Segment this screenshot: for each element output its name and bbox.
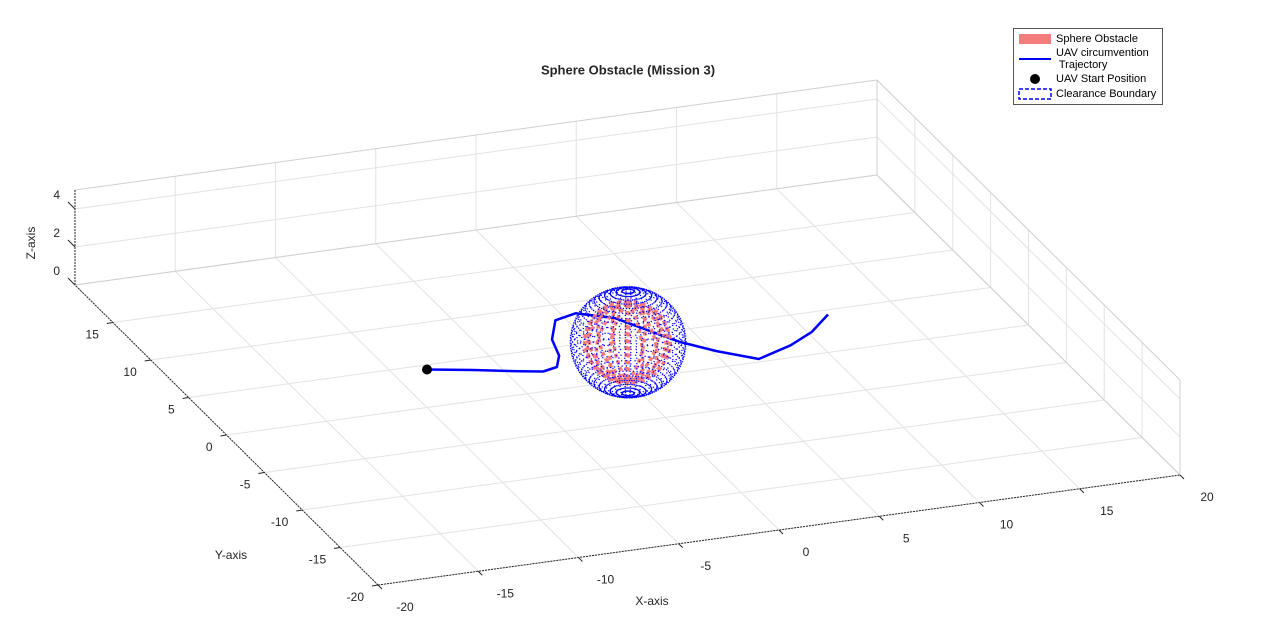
y-tick	[144, 359, 151, 362]
plot-area	[422, 285, 829, 399]
grid	[67, 79, 1185, 590]
y-tick	[106, 322, 113, 324]
grid-line	[112, 212, 915, 323]
z-tick	[67, 201, 76, 210]
legend-swatch	[1030, 74, 1040, 84]
y-tick-label: 0	[206, 440, 213, 454]
z-tick	[67, 277, 76, 286]
x-tick-label: -20	[396, 600, 414, 614]
grid-line	[876, 136, 1181, 438]
grid-line	[74, 136, 878, 248]
legend-entry: UAV Start Position	[1014, 72, 1162, 86]
x-tick	[979, 502, 984, 507]
y-tick-label: 15	[86, 328, 100, 342]
x-axis-title: X-axis	[635, 594, 668, 608]
legend-label: UAV Start Position	[1056, 73, 1147, 85]
legend-icon	[1018, 88, 1052, 100]
grid-line	[340, 437, 1143, 548]
legend-entry: UAV circumvention Trajectory	[1014, 47, 1162, 71]
y-axis-title: Y-axis	[215, 548, 247, 562]
y-tick-label: -15	[309, 553, 327, 567]
legend-swatch	[1019, 34, 1051, 44]
z-tick	[67, 239, 76, 248]
x-tick-label: 10	[1000, 518, 1014, 532]
x-tick	[377, 584, 383, 590]
legend: Sphere Obstacle UAV circumvention Trajec…	[1013, 28, 1163, 105]
x-tick	[1079, 488, 1085, 494]
legend-swatch	[1018, 88, 1052, 100]
x-tick	[778, 529, 784, 535]
legend-label: UAV circumvention Trajectory	[1056, 47, 1149, 71]
x-tick	[477, 570, 483, 576]
z-tick-label: 2	[53, 226, 60, 240]
legend-entry: Sphere Obstacle	[1014, 32, 1162, 46]
box-edge	[876, 79, 1181, 381]
box-edge	[74, 79, 878, 191]
labels: -20 -15 -10 -5 0 5 10 15 20 -20 -15 -10 -5 0 5 10 15 0 2 4	[53, 188, 1214, 614]
box-edge	[74, 174, 878, 286]
x-tick	[878, 515, 884, 521]
box-edge	[876, 174, 1181, 476]
grid-line	[150, 249, 953, 361]
y-tick	[182, 397, 189, 399]
legend-label: Sphere Obstacle	[1056, 33, 1138, 45]
start-position	[422, 364, 432, 375]
z-axis-title: Z-axis	[24, 227, 38, 260]
clearance-boundary	[569, 285, 687, 399]
x-tick-label: -15	[497, 586, 515, 600]
trajectory	[426, 312, 829, 373]
x-tick-label: 5	[903, 531, 910, 545]
grid-line	[876, 98, 1181, 400]
y-tick	[334, 547, 341, 549]
y-tick-label: -20	[347, 590, 365, 604]
legend-entry: Clearance Boundary	[1014, 87, 1162, 101]
grid-line	[74, 98, 878, 210]
grid-line	[302, 399, 1105, 511]
legend-icon	[1019, 34, 1051, 44]
y-tick-label: 10	[123, 365, 137, 379]
legend-label: Clearance Boundary	[1056, 88, 1157, 100]
y-tick-label: 5	[168, 403, 175, 417]
y-tick	[371, 584, 379, 587]
y-tick	[296, 509, 303, 512]
x-tick-label: 20	[1200, 490, 1214, 504]
x-tick-label: 15	[1100, 504, 1114, 518]
x-tick	[1179, 474, 1185, 480]
z-tick-label: 0	[53, 264, 60, 278]
x-tick-label: -10	[597, 573, 615, 587]
x-tick	[678, 543, 684, 549]
x-tick	[578, 557, 583, 562]
y-tick-label: -10	[271, 515, 289, 529]
y-tick-label: -5	[240, 478, 251, 492]
z-tick-label: 4	[53, 188, 60, 202]
legend-icon	[1019, 58, 1051, 60]
grid-line	[264, 362, 1067, 473]
chart-title: Sphere Obstacle (Mission 3)	[541, 62, 715, 77]
legend-icon	[1030, 74, 1040, 84]
x-tick-label: 0	[803, 545, 810, 559]
y-tick	[258, 472, 265, 474]
y-tick	[220, 434, 227, 437]
x-tick-label: -5	[700, 559, 711, 573]
